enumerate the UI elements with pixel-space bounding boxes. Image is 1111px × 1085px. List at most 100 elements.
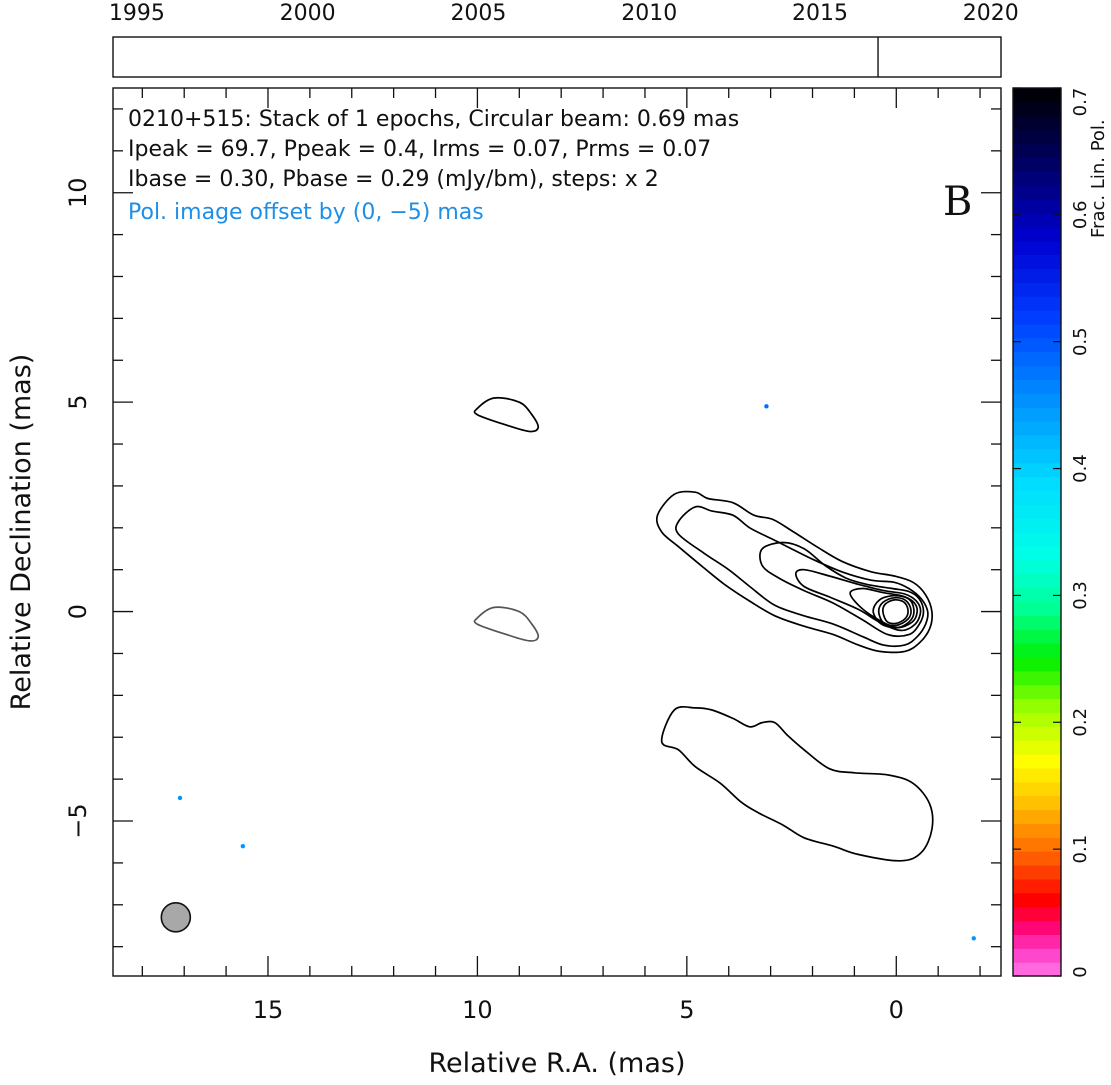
colorbar-band (1013, 379, 1061, 394)
colorbar-band (1013, 532, 1061, 547)
colorbar-band (1013, 823, 1061, 838)
intensity-contour (872, 594, 915, 629)
colorbar-band (1013, 365, 1061, 380)
colorbar-band (1013, 643, 1061, 658)
colorbar-band (1013, 587, 1061, 602)
colorbar-band (1013, 851, 1061, 866)
y-axis-title: Relative Declination (mas) (6, 354, 37, 711)
y-tick-label: 0 (64, 604, 92, 619)
colorbar-band (1013, 351, 1061, 367)
total-intensity-contours (473, 396, 934, 862)
timeline-year: 2015 (792, 1, 848, 26)
colorbar-band (1013, 240, 1061, 256)
colorbar-tick-label: 0 (1070, 966, 1091, 977)
frac-pol-spot (764, 404, 769, 409)
colorbar-band (1013, 781, 1061, 797)
colorbar-ticks: 0 0.1 0.2 0.3 0.4 0.5 0.6 0.7 (1013, 87, 1091, 978)
colorbar-band (1013, 143, 1061, 158)
offset-note: Pol. image offset by (0, −5) mas (128, 200, 484, 225)
colorbar-band (1013, 101, 1061, 117)
colorbar-band (1013, 268, 1061, 283)
colorbar-band (1013, 462, 1061, 478)
colorbar-band (1013, 837, 1061, 852)
colorbar-band (1013, 920, 1061, 935)
plot-frame (112, 87, 1002, 977)
colorbar-gradient (1013, 88, 1061, 977)
colorbar-tick-label: 0.4 (1070, 454, 1091, 483)
y-tick-label: 5 (64, 395, 92, 410)
colorbar-band (1013, 545, 1061, 561)
colorbar-band (1013, 254, 1061, 269)
colorbar-band (1013, 310, 1061, 325)
colorbar-band (1013, 185, 1061, 200)
frac-pol-spot (240, 843, 246, 849)
colorbar-band (1013, 615, 1061, 630)
colorbar-band (1013, 726, 1061, 741)
beam-ellipse (160, 902, 192, 933)
colorbar-band (1013, 337, 1061, 353)
intensity-contour (473, 396, 540, 433)
colorbar-tick-label: 0.2 (1070, 708, 1091, 737)
colorbar-band (1013, 892, 1061, 908)
colorbar-tick-label: 0.7 (1070, 88, 1091, 117)
colorbar-band (1013, 740, 1061, 755)
x-tick-label: 10 (462, 996, 493, 1024)
colorbar-band (1013, 559, 1061, 575)
y-tick-label: −5 (64, 803, 92, 838)
colorbar-band (1013, 906, 1061, 922)
colorbar-band (1013, 323, 1061, 339)
colorbar-band (1013, 518, 1061, 533)
colorbar-band (1013, 115, 1061, 131)
colorbar-band (1013, 490, 1061, 505)
colorbar-band (1013, 601, 1061, 616)
colorbar-band (1013, 962, 1061, 977)
colorbar-band (1013, 171, 1061, 186)
colorbar-band (1013, 434, 1061, 450)
colorbar-band (1013, 684, 1061, 700)
colorbar-title: Frac. Lin. Pol. (1088, 119, 1109, 238)
timeline-year: 2010 (621, 1, 677, 26)
colorbar-band (1013, 199, 1061, 214)
colorbar-band (1013, 656, 1061, 672)
colorbar-band (1013, 504, 1061, 519)
colorbar-band (1013, 878, 1061, 894)
colorbar-band (1013, 226, 1061, 242)
colorbar-band (1013, 809, 1061, 824)
colorbar-band (1013, 934, 1061, 949)
timeline-year: 2020 (963, 1, 1019, 26)
header-line-2: Ipeak = 69.7, Ppeak = 0.4, Irms = 0.07, … (128, 137, 711, 162)
colorbar-band (1013, 212, 1061, 228)
header-line-3: Ibase = 0.30, Pbase = 0.29 (mJy/bm), ste… (128, 167, 659, 192)
panel-label: B (943, 179, 972, 225)
colorbar-band (1013, 282, 1061, 297)
frac-pol-spot (177, 795, 183, 801)
polarization-contour (473, 606, 540, 642)
intensity-contour (759, 541, 925, 638)
polarization-contours (473, 606, 540, 642)
y-tick-labels: 10 5 0 −5 (64, 177, 92, 838)
frac-pol-spot (971, 936, 976, 941)
colorbar-band (1013, 476, 1061, 491)
colorbar-band (1013, 712, 1061, 727)
colorbar-band (1013, 795, 1061, 811)
header-line-1: 0210+515: Stack of 1 epochs, Circular be… (128, 107, 739, 132)
y-tick-label: 10 (64, 177, 92, 208)
colorbar-band (1013, 407, 1061, 422)
intensity-contour (877, 596, 912, 627)
frac-pol-spots (177, 404, 976, 941)
colorbar-band (1013, 865, 1061, 880)
colorbar-band (1013, 393, 1061, 408)
colorbar-band (1013, 421, 1061, 436)
timeline-year: 2000 (280, 1, 336, 26)
colorbar-band (1013, 448, 1061, 464)
colorbar-tick-label: 0.1 (1070, 835, 1091, 864)
intensity-contour (881, 598, 909, 625)
x-tick-label: 0 (889, 996, 904, 1024)
colorbar-band (1013, 157, 1061, 172)
colorbar-tick-label: 0.6 (1070, 201, 1091, 230)
timeline-year-labels: 1995 2000 2005 2010 2015 2020 (109, 1, 1019, 26)
colorbar-band (1013, 767, 1061, 783)
timeline-year: 1995 (109, 1, 165, 26)
colorbar-band (1013, 129, 1061, 145)
